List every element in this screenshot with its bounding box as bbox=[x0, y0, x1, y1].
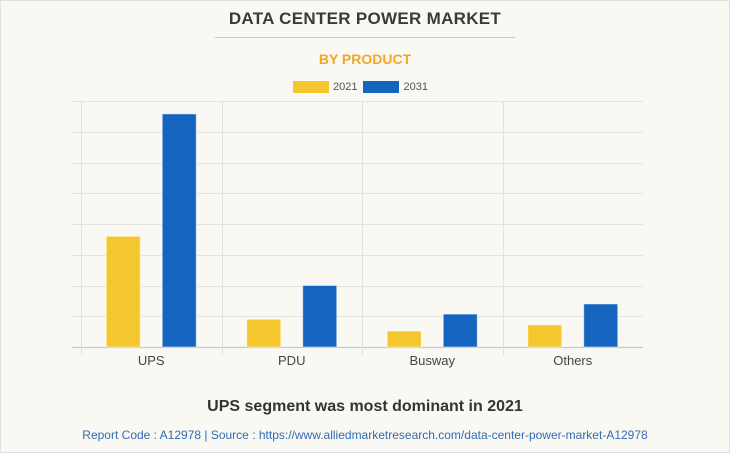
bar-busway-2021 bbox=[386, 330, 422, 348]
source-note: Report Code : A12978 | Source : https://… bbox=[82, 428, 648, 442]
legend-label-2021: 2021 bbox=[333, 81, 358, 93]
chart-insight: UPS segment was most dominant in 2021 bbox=[207, 398, 523, 415]
bar-ups-2031 bbox=[161, 113, 197, 348]
bar-pdu-2021 bbox=[246, 318, 282, 348]
x-tick-label: PDU bbox=[278, 353, 305, 368]
legend-item-2031: 2031 bbox=[363, 81, 428, 93]
legend-item-2021: 2021 bbox=[293, 81, 357, 93]
bar-others-2021 bbox=[527, 324, 563, 348]
x-tick-label: Others bbox=[553, 353, 593, 368]
x-tick-label: Busway bbox=[409, 353, 455, 368]
bar-busway-2031 bbox=[442, 313, 478, 348]
bar-pdu-2031 bbox=[302, 285, 338, 348]
legend-swatch-2031 bbox=[363, 81, 400, 93]
legend-swatch-2021 bbox=[293, 81, 329, 93]
chart-title: DATA CENTER POWER MARKET bbox=[228, 9, 502, 28]
bar-ups-2021 bbox=[105, 235, 141, 348]
legend: 2021 2031 bbox=[293, 80, 434, 94]
legend-label-2031: 2031 bbox=[403, 81, 428, 93]
bar-others-2031 bbox=[583, 303, 619, 348]
x-tick-label: UPS bbox=[138, 353, 165, 368]
chart-subtitle: BY PRODUCT bbox=[318, 51, 412, 67]
title-divider bbox=[215, 37, 515, 38]
